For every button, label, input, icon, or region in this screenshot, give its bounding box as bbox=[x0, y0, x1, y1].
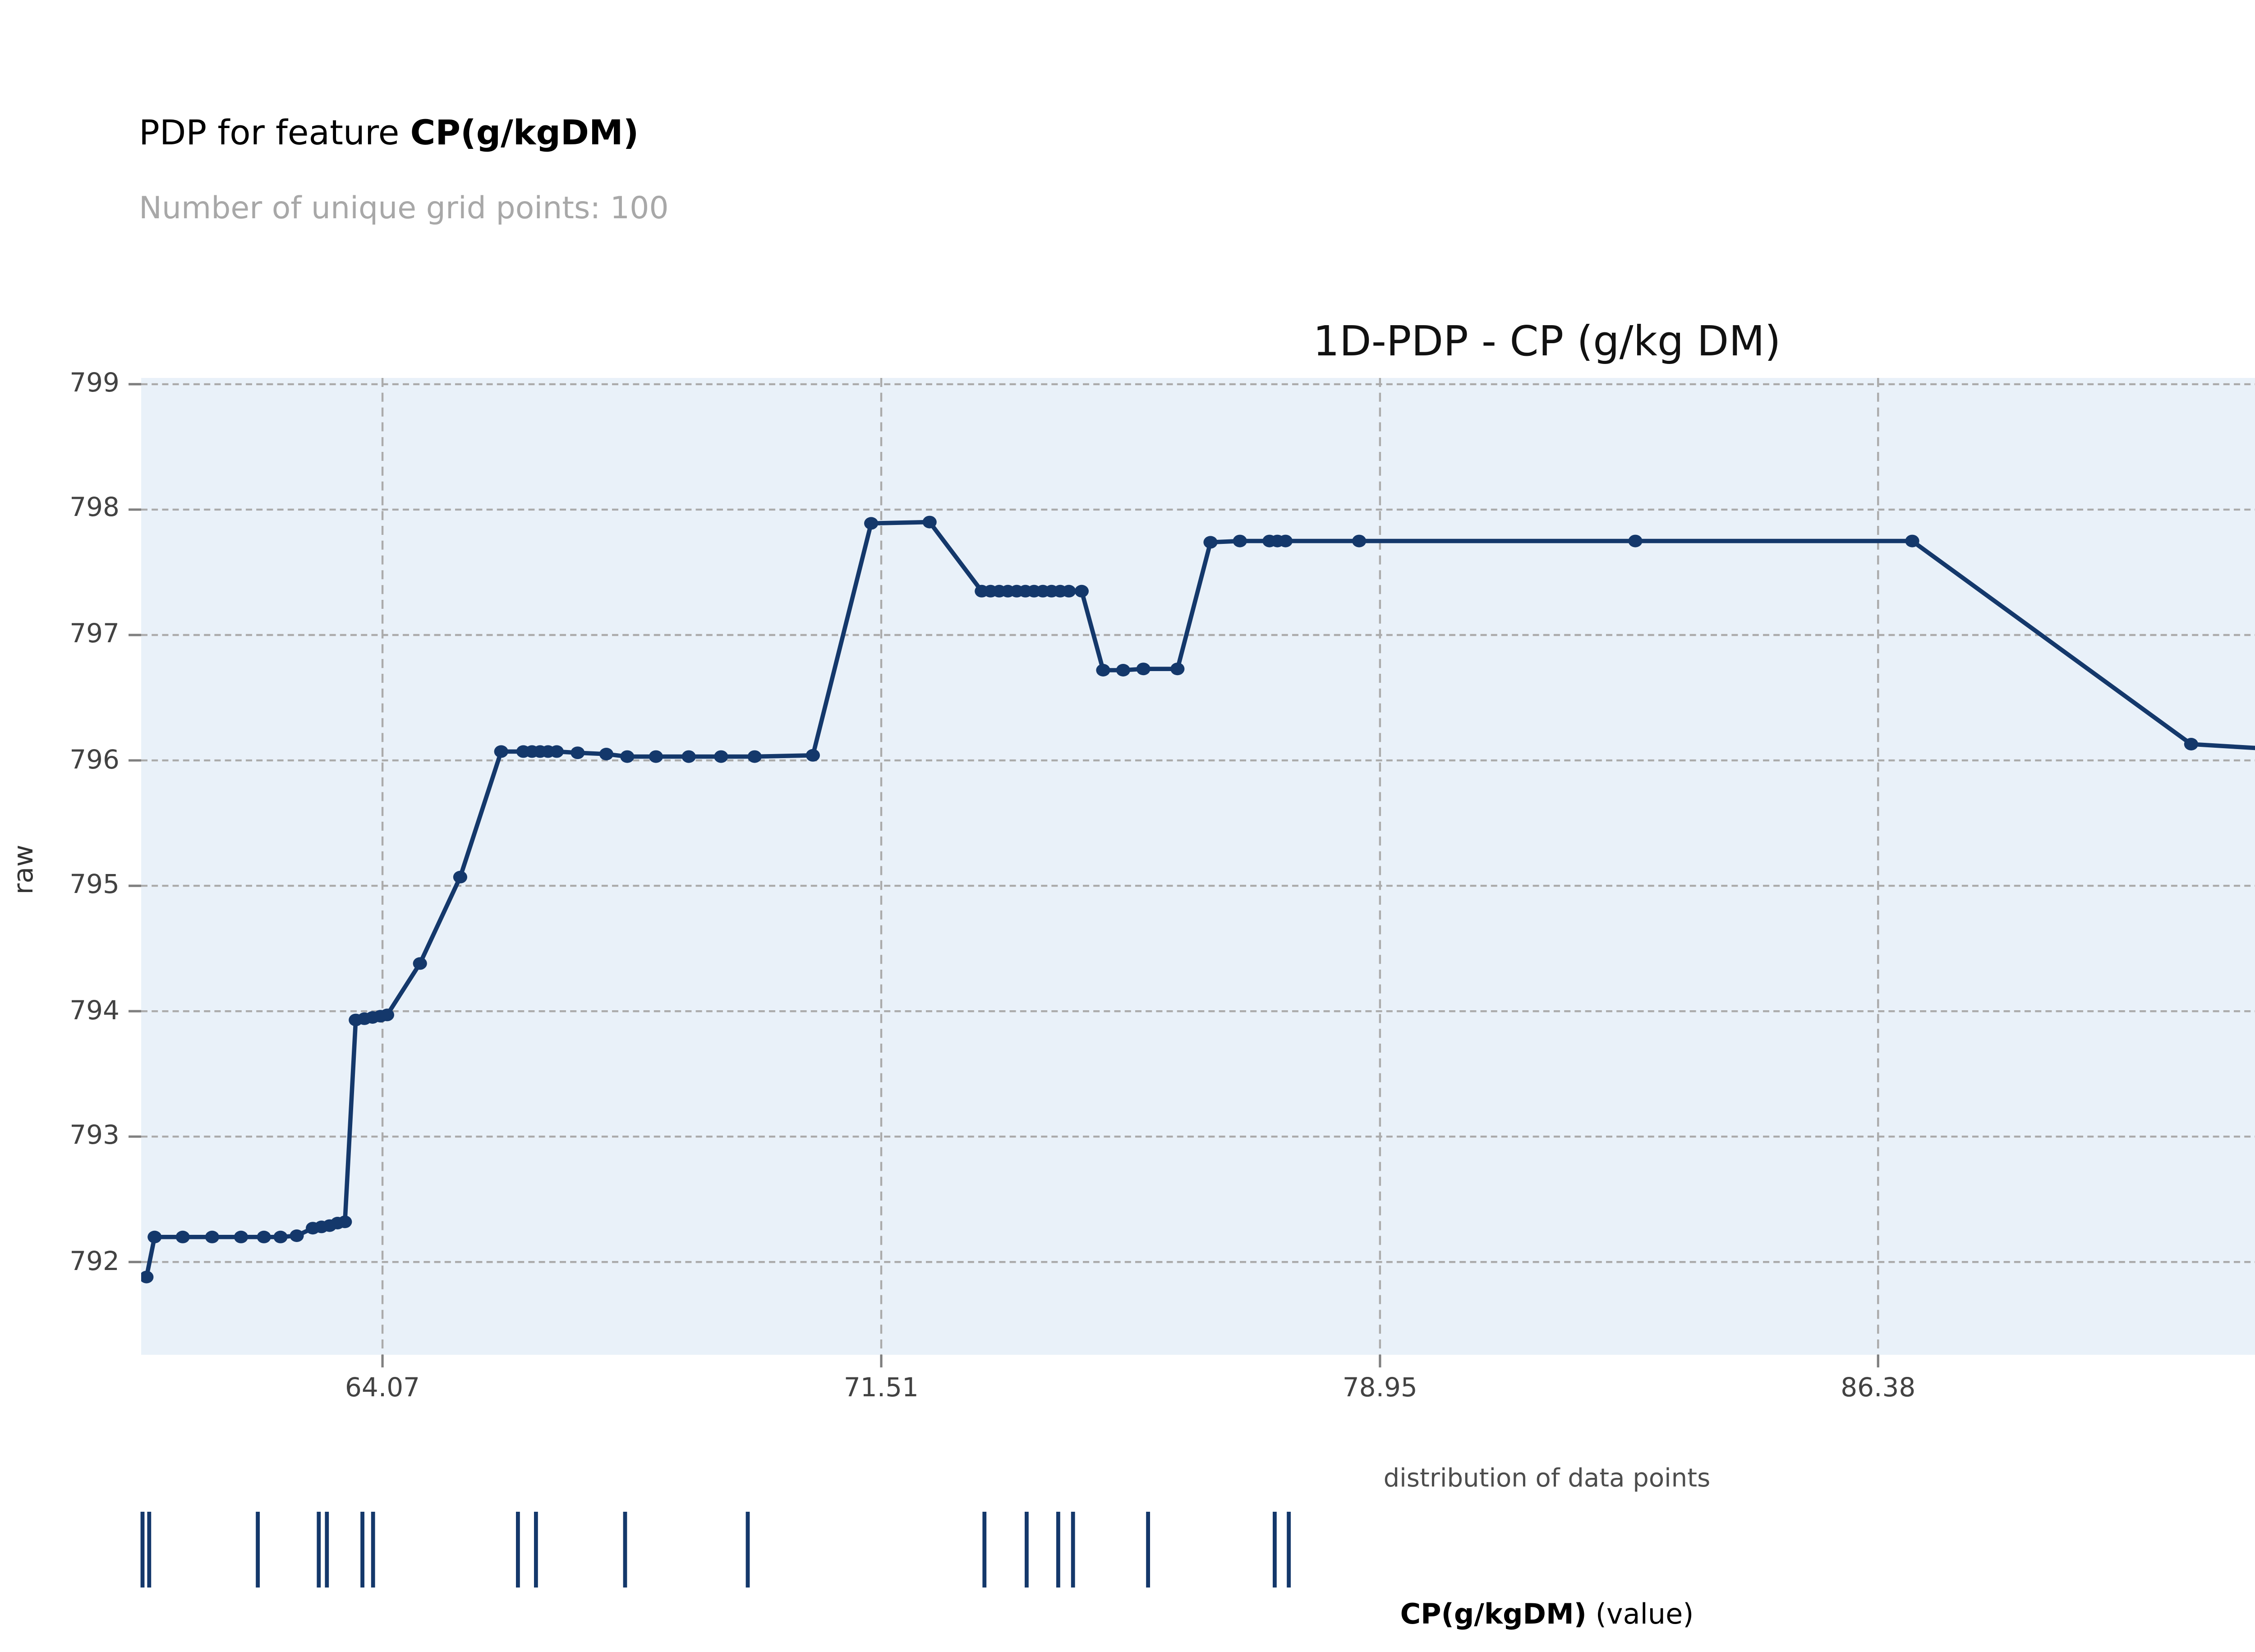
pdp-point bbox=[380, 1008, 395, 1022]
pdp-point bbox=[234, 1230, 249, 1243]
pdp-point bbox=[1278, 534, 1293, 548]
y-tick-label: 796 bbox=[69, 746, 120, 775]
y-tick-label: 792 bbox=[69, 1247, 120, 1277]
x-tick-label: 78.95 bbox=[1342, 1375, 1417, 1404]
pdp-point bbox=[1096, 664, 1110, 676]
pdp-point bbox=[147, 1230, 162, 1243]
x-tick-label: 86.38 bbox=[1841, 1375, 1916, 1404]
pdp-point bbox=[2184, 738, 2198, 750]
x-axis-label-feature: CP(g/kgDM) bbox=[1400, 1598, 1587, 1631]
pdp-point bbox=[1905, 534, 1919, 548]
pdp-point bbox=[205, 1230, 219, 1243]
pdp-point bbox=[1233, 534, 1247, 548]
pdp-point bbox=[681, 750, 696, 763]
pdp-point bbox=[864, 517, 879, 530]
pdp-point bbox=[1628, 534, 1643, 548]
pdp-point bbox=[413, 957, 427, 970]
pdp-point bbox=[257, 1230, 271, 1243]
pdp-point bbox=[747, 750, 762, 763]
pdp-point bbox=[273, 1230, 288, 1243]
plot-background bbox=[141, 378, 2255, 1355]
x-axis-label-suffix: (value) bbox=[1587, 1598, 1694, 1631]
pdp-point bbox=[714, 750, 728, 763]
pdp-point bbox=[649, 750, 663, 763]
pdp-point bbox=[549, 745, 564, 758]
x-tick-label: 64.07 bbox=[345, 1375, 420, 1404]
figure-title: PDP for feature CP(g/kgDM) bbox=[139, 114, 639, 153]
pdp-point bbox=[1170, 663, 1185, 676]
y-tick-label: 793 bbox=[69, 1122, 120, 1151]
pdp-point bbox=[175, 1230, 190, 1243]
x-tick-label: 71.51 bbox=[843, 1375, 919, 1404]
pdp-point bbox=[453, 870, 467, 884]
pdp-point bbox=[620, 750, 635, 763]
pdp-point bbox=[1136, 663, 1151, 676]
pdp-point bbox=[338, 1215, 352, 1229]
pdp-point bbox=[922, 515, 937, 529]
pdp-point bbox=[1074, 584, 1089, 598]
figure-title-feature: CP(g/kgDM) bbox=[410, 114, 639, 153]
y-tick-label: 797 bbox=[69, 621, 120, 649]
pdp-point bbox=[494, 745, 508, 758]
pdp-point bbox=[1116, 664, 1130, 676]
pdp-point bbox=[141, 1270, 154, 1284]
x-axis-label: CP(g/kgDM) (value) bbox=[0, 1598, 2255, 1631]
distribution-label: distribution of data points bbox=[1383, 1465, 1711, 1494]
pdp-point bbox=[1203, 536, 1218, 549]
pdp-point bbox=[599, 748, 613, 760]
y-tick-label: 799 bbox=[69, 369, 120, 399]
pdp-point bbox=[805, 749, 820, 762]
y-tick-label: 794 bbox=[69, 997, 120, 1026]
y-tick-label: 798 bbox=[69, 495, 120, 524]
y-tick-label: 795 bbox=[69, 871, 120, 901]
pdp-point bbox=[290, 1229, 304, 1242]
chart-title: 1D-PDP - CP (g/kg DM) bbox=[1313, 319, 1781, 366]
figure-title-prefix: PDP for feature bbox=[139, 114, 410, 153]
pdp-point bbox=[1062, 584, 1076, 598]
figure-subtitle: Number of unique grid points: 100 bbox=[139, 191, 669, 227]
pdp-line-layer bbox=[141, 515, 2255, 1284]
pdp-point bbox=[1352, 534, 1367, 548]
pdp-point bbox=[571, 746, 585, 759]
